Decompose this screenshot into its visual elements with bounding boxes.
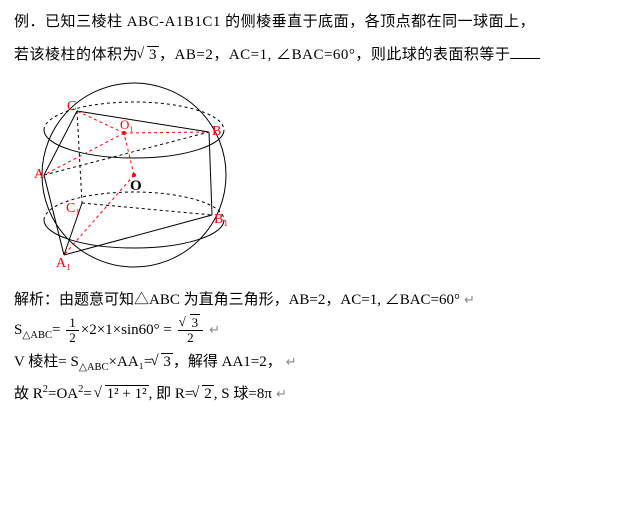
edge-C-C1: [77, 111, 82, 203]
point-O: [132, 173, 136, 177]
ellipse-top-front: [44, 130, 224, 158]
figure-prism-in-sphere: A B C A₁ B₁ C₁ O O₁: [14, 75, 626, 286]
problem-line-1: 例．已知三棱柱 ABC-A1B1C1 的侧棱垂直于底面，各顶点都在同一球面上，: [14, 8, 626, 37]
radius-O1-B: [124, 132, 209, 133]
label-A: A: [34, 167, 45, 182]
solution-line-2: S△ABC= 12×2×1×sin60° = 32↵: [14, 316, 626, 346]
problem-line-2: 若该棱柱的体积为3，AB=2，AC=1, ∠BAC=60°，则此球的表面积等于: [14, 41, 626, 70]
problem-statement: 例．已知三棱柱 ABC-A1B1C1 的侧棱垂直于底面，各顶点都在同一球面上， …: [14, 8, 626, 69]
label-A1: A₁: [56, 256, 71, 271]
label-C1: C₁: [66, 201, 80, 216]
solution-block: 解析：由题意可知△ABC 为直角三角形，AB=2，AC=1, ∠BAC=60°↵…: [14, 286, 626, 409]
solution-line-3: V 棱柱= S△ABC×AA₁=3，解得 AA1=2，↵: [14, 348, 626, 378]
edge-A-C: [44, 111, 77, 175]
edge-A1-B1: [64, 215, 212, 255]
label-C: C: [67, 99, 76, 114]
label-O: O: [130, 178, 142, 194]
label-O1: O₁: [120, 117, 134, 132]
answer-blank: [510, 43, 540, 59]
edge-A-A1: [44, 175, 64, 255]
solution-line-4: 故 R2=OA2= 1² + 1², 即 R=2, S 球=8π↵: [14, 380, 626, 409]
radius-O1-A: [44, 133, 124, 175]
label-B1: B₁: [214, 212, 228, 227]
edge-C1-B1: [82, 203, 212, 215]
edge-C-B: [77, 111, 209, 132]
label-B: B: [212, 124, 221, 139]
solution-line-1: 解析：由题意可知△ABC 为直角三角形，AB=2，AC=1, ∠BAC=60°↵: [14, 286, 626, 315]
